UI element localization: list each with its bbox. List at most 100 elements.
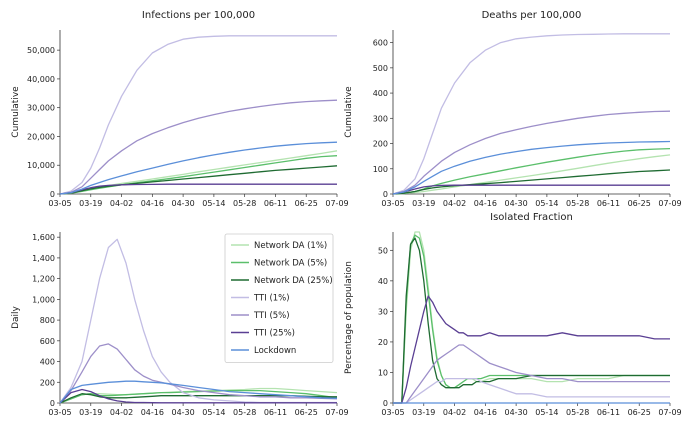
infections-xtick-label: 03-05: [48, 199, 71, 208]
legend-label-tti-1: TTI (1%): [253, 294, 290, 304]
isolated-series-tti-1: [393, 377, 670, 404]
deaths-series-network-da-25: [392, 169, 671, 195]
daily-series-network-da-25: [59, 393, 337, 404]
infections-ytick-label: 40,000: [27, 75, 55, 84]
deaths-series-network-da-1: [392, 154, 671, 195]
daily-xtick-label: 04-02: [110, 408, 133, 417]
infections-xtick-label: 04-16: [141, 199, 164, 208]
daily-xtick-label: 05-14: [202, 408, 225, 417]
daily-xtick-label: 06-25: [295, 408, 318, 417]
deaths-series-tti-5: [392, 110, 671, 195]
isolated-xtick-label: 06-11: [597, 408, 620, 417]
isolated-xtick-label: 05-28: [566, 408, 589, 417]
infections-series-network-da-5: [59, 155, 338, 195]
infections-series-tti-25: [59, 183, 337, 195]
isolated-xtick-label: 07-09: [658, 408, 681, 417]
isolated-xtick-label: 03-19: [412, 408, 435, 417]
daily-ytick-label: 200: [40, 378, 55, 387]
infections-xtick-label: 05-14: [202, 199, 225, 208]
infections-title: Infections per 100,000: [142, 10, 255, 21]
daily-xtick-label: 05-28: [233, 408, 256, 417]
infections-series-tti-5: [59, 99, 338, 195]
isolated-xtick-label: 06-25: [628, 408, 651, 417]
daily-ytick-label: 400: [40, 358, 55, 367]
deaths-xtick-label: 04-02: [443, 199, 466, 208]
deaths-ylabel: Cumulative: [344, 86, 354, 138]
deaths-ytick-label: 100: [373, 165, 388, 174]
panel-daily: 0 200 400 600 800 1,000 1,200 1,400 1,600 03-05 03…: [11, 232, 349, 417]
daily-xtick-label: 04-30: [171, 408, 194, 417]
isolated-series-network-da-5: [393, 234, 670, 404]
daily-xtick-label: 07-09: [325, 408, 348, 417]
legend-label-network-da-1: Network DA (1%): [254, 241, 327, 251]
isolated-xtick-label: 04-16: [474, 408, 497, 417]
daily-xtick-label: 04-16: [141, 408, 164, 417]
infections-ytick-label: 30,000: [27, 104, 55, 113]
deaths-ytick-label: 500: [373, 64, 388, 73]
isolated-xtick-label: 04-30: [504, 408, 527, 417]
infections-xtick-label: 04-30: [171, 199, 194, 208]
daily-series-lockdown: [59, 380, 338, 404]
isolated-title: Isolated Fraction: [490, 212, 573, 223]
deaths-ytick-label: 400: [373, 89, 388, 98]
deaths-xtick-label: 04-16: [474, 199, 497, 208]
deaths-ytick-label: 600: [373, 39, 388, 48]
deaths-ytick-label: 300: [373, 114, 388, 123]
infections-xtick-label: 04-02: [110, 199, 133, 208]
isolated-ytick-label: 0: [383, 399, 388, 408]
daily-ytick-label: 600: [40, 337, 55, 346]
isolated-ytick-label: 40: [378, 277, 388, 286]
deaths-series-tti-25: [392, 184, 670, 195]
infections-series-tti-1: [59, 35, 337, 195]
legend-box: [224, 233, 334, 363]
legend-label-tti-5: TTI (5%): [253, 311, 290, 321]
isolated-ylabel: Percentage of population: [344, 261, 354, 374]
infections-ytick-label: 0: [50, 190, 55, 199]
daily-ytick-label: 800: [40, 316, 55, 325]
legend-label-network-da-5: Network DA (5%): [254, 259, 327, 269]
isolated-ytick-label: 10: [378, 368, 388, 377]
daily-series-tti-25: [59, 388, 337, 404]
legend-label-lockdown: Lockdown: [254, 346, 296, 356]
isolated-xtick-label: 03-05: [381, 408, 404, 417]
deaths-series-network-da-5: [392, 147, 671, 195]
deaths-xtick-label: 05-28: [566, 199, 589, 208]
infections-series-lockdown: [59, 141, 338, 195]
infections-xtick-label: 06-25: [295, 199, 318, 208]
isolated-series-network-da-25: [393, 237, 670, 404]
legend: Network DA (1%) Network DA (5%) Network DA…: [224, 233, 334, 363]
deaths-xtick-label: 07-09: [658, 199, 681, 208]
panel-deaths: 0 100 200 300 400 500 600 03-05 03-19 04-02 04-16 0…: [344, 10, 682, 208]
deaths-ytick-label: 200: [373, 140, 388, 149]
isolated-ytick-label: 20: [378, 338, 388, 347]
deaths-xtick-label: 06-11: [597, 199, 620, 208]
isolated-series-tti-25: [393, 295, 670, 404]
deaths-xtick-label: 06-25: [628, 199, 651, 208]
daily-ytick-label: 1,000: [32, 295, 55, 304]
deaths-xtick-label: 04-30: [504, 199, 527, 208]
infections-xtick-label: 03-19: [79, 199, 102, 208]
isolated-xtick-label: 04-02: [443, 408, 466, 417]
legend-label-network-da-25: Network DA (25%): [254, 276, 333, 286]
isolated-xtick-label: 05-14: [535, 408, 558, 417]
daily-xtick-label: 03-19: [79, 408, 102, 417]
deaths-series-tti-1: [392, 33, 670, 195]
infections-ytick-label: 10,000: [27, 161, 55, 170]
deaths-ytick-label: 0: [383, 190, 388, 199]
infections-xtick-label: 06-11: [264, 199, 287, 208]
daily-ytick-label: 1,400: [32, 254, 55, 263]
daily-ytick-label: 1,200: [32, 275, 55, 284]
daily-ytick-label: 1,600: [32, 233, 55, 242]
infections-ytick-label: 20,000: [27, 132, 55, 141]
infections-ytick-label: 50,000: [27, 46, 55, 55]
deaths-series-lockdown: [392, 140, 671, 195]
deaths-title: Deaths per 100,000: [482, 10, 582, 21]
isolated-series-tti-5: [393, 344, 670, 404]
daily-xtick-label: 06-11: [264, 408, 287, 417]
panel-infections: 0 10,000 20,000 30,000 40,000 50,000 03-05 03-1…: [11, 10, 349, 208]
infections-xtick-label: 05-28: [233, 199, 256, 208]
isolated-ytick-label: 50: [378, 246, 388, 255]
infections-series-network-da-25: [59, 165, 338, 195]
panel-isolated: 0 10 20 30 40 50 03-05 03-19 04-02 04-16 04-30 05-1…: [344, 212, 682, 417]
